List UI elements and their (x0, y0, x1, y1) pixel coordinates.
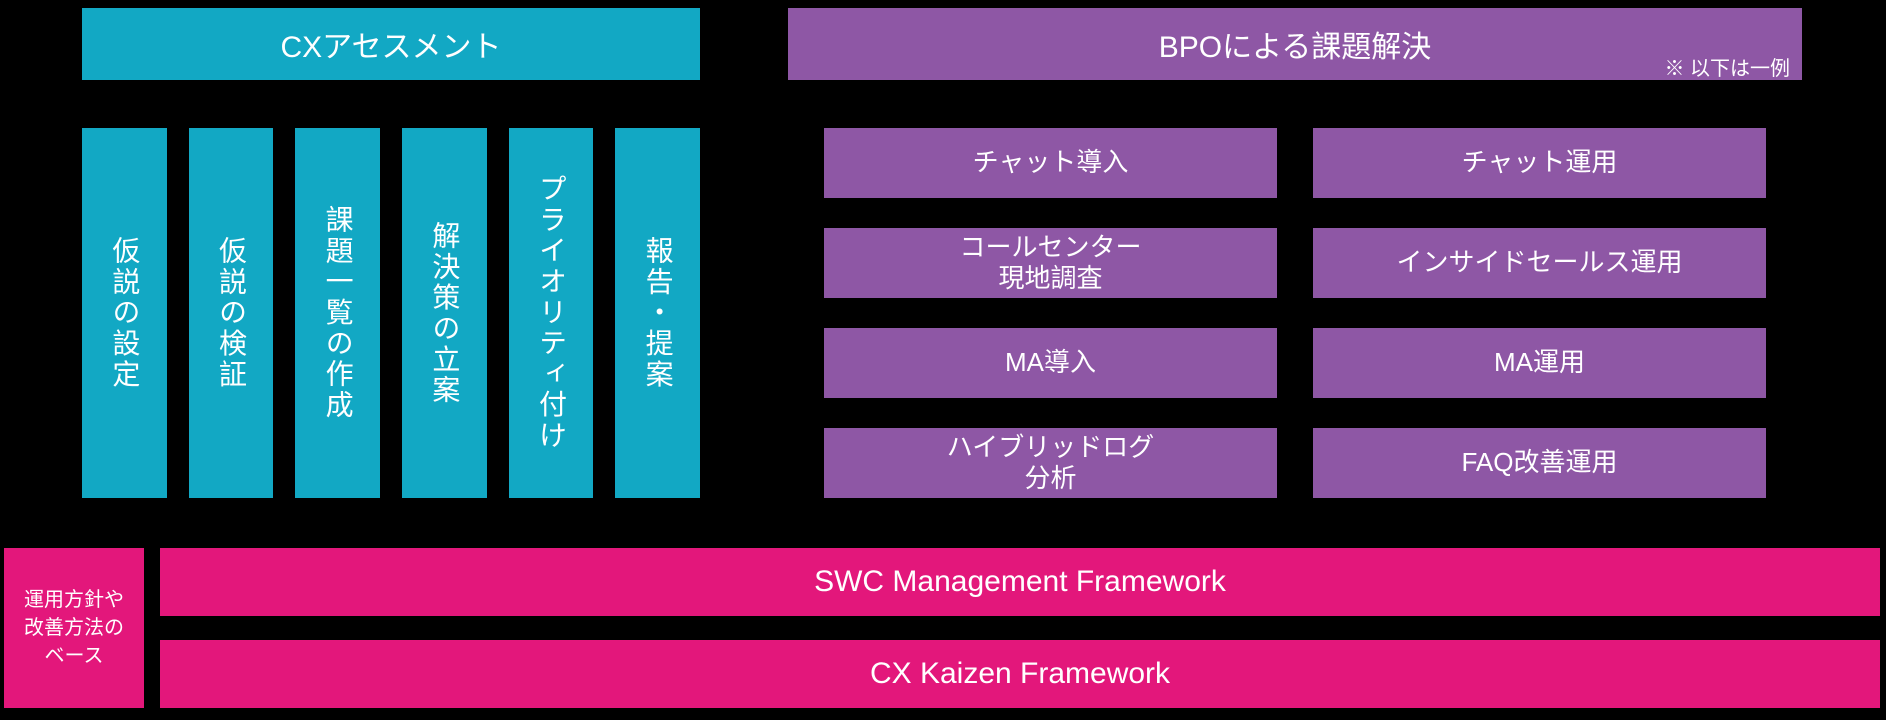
bpo-item-r3-c0: ハイブリッドログ 分析 (824, 428, 1277, 498)
bpo-item-r0-c0: チャット導入 (824, 128, 1277, 198)
diagram-canvas: CXアセスメント仮説の設定仮説の検証課題一覧の作成解決策の立案プライオリティ付け… (0, 0, 1886, 720)
cx-step-0: 仮説の設定 (82, 128, 167, 498)
cx-step-1: 仮説の検証 (189, 128, 274, 498)
bpo-item-r0-c1: チャット運用 (1313, 128, 1766, 198)
bpo-item-r1-c0: コールセンター 現地調査 (824, 228, 1277, 298)
framework-bar-0: SWC Management Framework (160, 548, 1880, 616)
bpo-item-r3-c1: FAQ改善運用 (1313, 428, 1766, 498)
cx-step-5: 報告・提案 (615, 128, 700, 498)
cx-assessment-header: CXアセスメント (82, 8, 700, 80)
framework-bar-1: CX Kaizen Framework (160, 640, 1880, 708)
cx-step-2: 課題一覧の作成 (295, 128, 380, 498)
bpo-item-r1-c1: インサイドセールス運用 (1313, 228, 1766, 298)
bpo-item-r2-c0: MA導入 (824, 328, 1277, 398)
cx-step-4: プライオリティ付け (509, 128, 594, 498)
base-label: 運用方針や 改善方法の ベース (4, 548, 144, 708)
bpo-note: ※ 以下は一例 (1640, 52, 1790, 81)
cx-step-3: 解決策の立案 (402, 128, 487, 498)
bpo-item-r2-c1: MA運用 (1313, 328, 1766, 398)
